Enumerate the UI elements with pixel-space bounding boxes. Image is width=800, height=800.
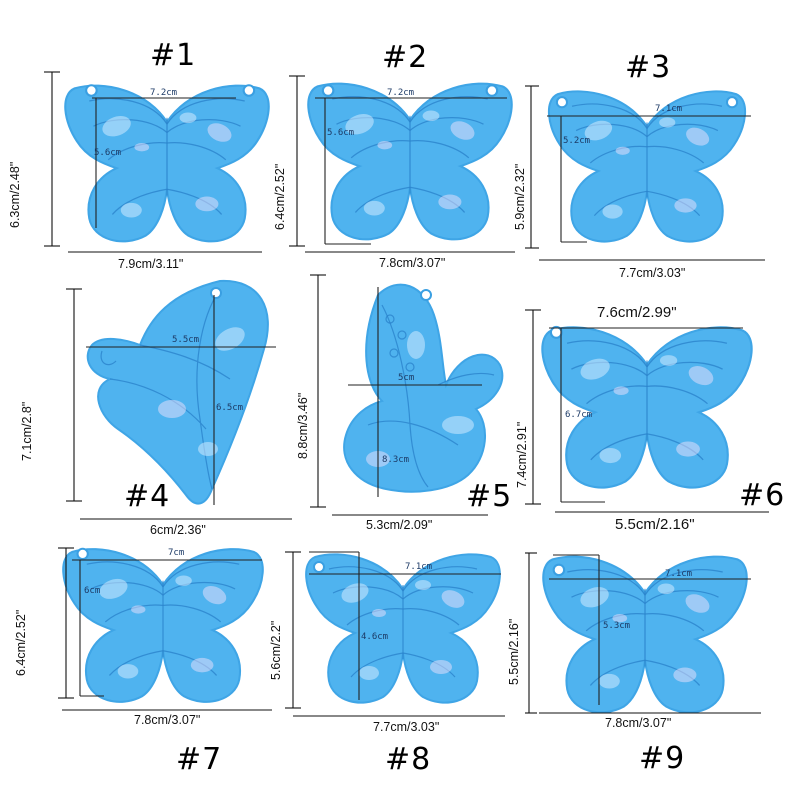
dimension-lines — [285, 551, 505, 717]
mold-item-9: 5.5cm/2.16" 7.8cm/3.07" 7.1cm 5.3cm #9 — [507, 535, 800, 800]
width-measurement: 5.3cm/2.09" — [366, 518, 433, 532]
inner-height-label: 8.3cm — [382, 455, 410, 465]
width-measurement: 7.7cm/3.03" — [619, 266, 686, 280]
inner-width-label: 7.1cm — [665, 569, 693, 579]
mold-item-3: #3 5.9cm/2.32" 7.7cm/3.03" 7.1cm 5.2cm — [513, 0, 800, 280]
mold-item-4: 7.1cm/2.8" 6cm/2.36" 5.5cm 6.5cm #4 — [0, 275, 292, 537]
item-number-label: #8 — [385, 742, 432, 777]
butterfly-mold-image — [542, 555, 748, 714]
width-measurement: 7.8cm/3.07" — [605, 716, 672, 730]
inner-width-measurement: 7.6cm/2.99" — [597, 304, 677, 321]
height-measurement: 5.6cm/2.2" — [269, 620, 283, 680]
butterfly-mold-image — [307, 82, 513, 241]
inner-width-label: 5.5cm — [172, 335, 200, 345]
width-measurement: 7.9cm/3.11" — [118, 257, 184, 271]
butterfly-mold-image — [547, 90, 747, 243]
mold-item-2: #2 6.4cm/2.52" 7.8cm/3.07" 7.2cm 5.6cm — [273, 0, 525, 275]
mold-item-7: 6.4cm/2.52" 7.8cm/3.07" 7cm 6cm #7 — [0, 530, 275, 800]
mold-item-1: #1 6.3cm/2.48" 7.9cm/3.11" 7.2cm 5.6cm — [0, 0, 270, 275]
width-measurement: 7.8cm/3.07" — [134, 713, 201, 727]
height-measurement: 7.4cm/2.91" — [515, 421, 529, 488]
height-measurement: 6.3cm/2.48" — [8, 161, 22, 228]
width-measurement: 7.7cm/3.03" — [373, 720, 440, 734]
dimension-lines — [44, 71, 262, 253]
height-measurement: 6.4cm/2.52" — [273, 163, 287, 230]
inner-height-label: 5.6cm — [327, 128, 355, 138]
item-number-label: #5 — [466, 479, 513, 514]
height-measurement: 8.8cm/3.46" — [296, 392, 310, 459]
butterfly-mold-image — [305, 553, 501, 704]
inner-width-label: 7.1cm — [405, 562, 433, 572]
inner-height-label: 4.6cm — [361, 632, 389, 642]
mold-item-8: 5.6cm/2.2" 7.7cm/3.03" 7.1cm 4.6cm #8 — [269, 530, 525, 800]
butterfly-mold-image — [64, 84, 270, 243]
butterfly-mold-image — [343, 283, 504, 493]
mold-item-6: 7.4cm/2.91" 5.5cm/2.16" 7.6cm/2.99" 6.7c… — [515, 280, 800, 535]
inner-width-label: 7cm — [168, 548, 185, 558]
inner-width-label: 7.2cm — [387, 88, 415, 98]
butterfly-mold-image — [541, 325, 753, 489]
height-measurement: 7.1cm/2.8" — [20, 401, 34, 461]
dimension-lines — [289, 75, 515, 253]
item-number-label: #3 — [625, 50, 672, 85]
width-measurement: 5.5cm/2.16" — [615, 516, 695, 533]
width-measurement: 7.8cm/3.07" — [379, 256, 446, 270]
item-number-label: #2 — [382, 40, 429, 75]
item-number-label: #1 — [150, 38, 197, 73]
height-measurement: 5.9cm/2.32" — [513, 163, 527, 230]
inner-width-label: 7.1cm — [655, 104, 683, 114]
inner-height-label: 5.2cm — [563, 136, 591, 146]
inner-height-label: 6cm — [84, 586, 101, 596]
butterfly-mold-image — [86, 279, 269, 505]
width-measurement: 6cm/2.36" — [150, 523, 206, 537]
dimension-lines — [525, 552, 761, 714]
inner-height-label: 6.5cm — [216, 403, 244, 413]
dimension-lines — [66, 288, 292, 520]
item-number-label: #7 — [176, 742, 223, 777]
inner-width-label: 5cm — [398, 373, 415, 383]
inner-height-label: 5.6cm — [94, 148, 122, 158]
dimension-lines — [58, 547, 272, 711]
height-measurement: 5.5cm/2.16" — [507, 618, 521, 685]
item-number-label: #4 — [124, 479, 171, 514]
dimension-lines — [310, 274, 488, 516]
dimension-lines — [525, 309, 769, 513]
item-number-label: #6 — [739, 478, 786, 513]
mold-item-5: 8.8cm/3.46" 5.3cm/2.09" 5cm 8.3cm #5 — [280, 265, 525, 532]
item-number-label: #9 — [639, 741, 686, 776]
butterfly-mold-image — [62, 547, 264, 703]
dimension-lines — [525, 85, 765, 261]
inner-height-label: 5.3cm — [603, 621, 631, 631]
inner-height-label: 6.7cm — [565, 410, 593, 420]
height-measurement: 6.4cm/2.52" — [14, 609, 28, 676]
inner-width-label: 7.2cm — [150, 88, 178, 98]
